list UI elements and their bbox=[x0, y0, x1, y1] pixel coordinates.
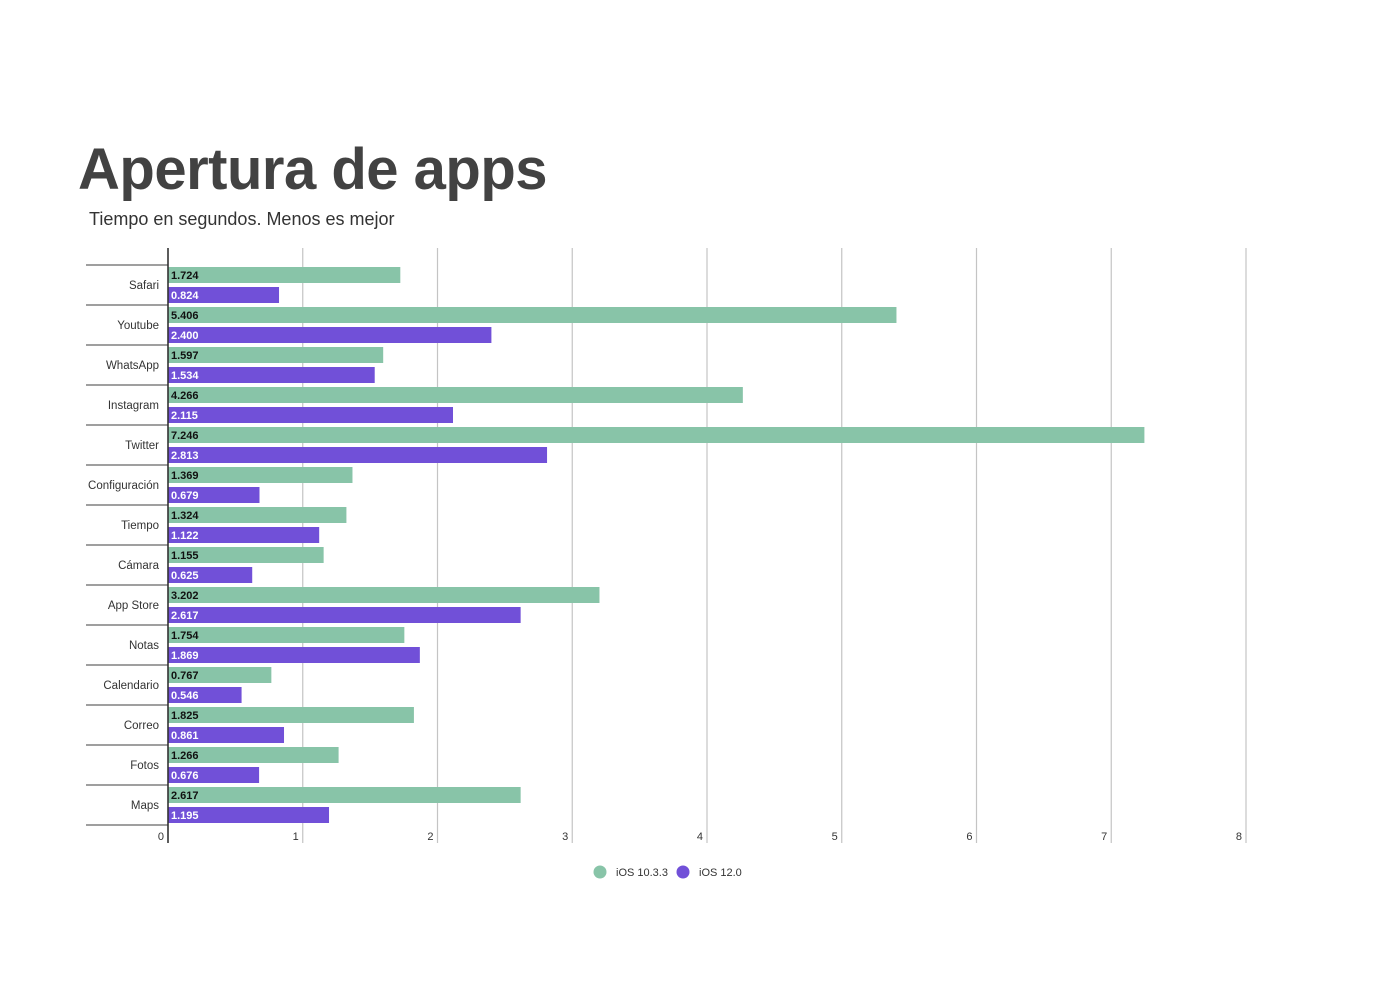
x-tick-label: 1 bbox=[293, 831, 299, 843]
bar-ios10 bbox=[168, 307, 897, 323]
x-tick-label: 3 bbox=[562, 831, 568, 843]
legend-label: iOS 10.3.3 bbox=[616, 867, 668, 879]
legend-marker bbox=[593, 865, 607, 879]
category-label: WhatsApp bbox=[106, 360, 159, 372]
bar-ios10 bbox=[168, 427, 1145, 443]
x-tick-label: 8 bbox=[1236, 831, 1242, 843]
data-label: 1.724 bbox=[171, 270, 199, 282]
data-label: 2.400 bbox=[171, 330, 199, 342]
legend-marker bbox=[676, 865, 690, 879]
data-label: 1.266 bbox=[171, 750, 199, 762]
category-label: Maps bbox=[131, 800, 159, 812]
category-label: Calendario bbox=[103, 680, 159, 692]
bar-ios10 bbox=[168, 747, 339, 763]
data-label: 5.406 bbox=[171, 310, 199, 322]
data-label: 0.625 bbox=[171, 570, 199, 582]
bar-ios10 bbox=[168, 787, 521, 803]
data-label: 1.122 bbox=[171, 530, 199, 542]
bar-ios10 bbox=[168, 587, 600, 603]
data-label: 2.617 bbox=[171, 610, 199, 622]
bar-ios10 bbox=[168, 347, 384, 363]
category-label: Correo bbox=[124, 720, 159, 732]
data-label: 1.369 bbox=[171, 470, 199, 482]
bar-ios10 bbox=[168, 627, 405, 643]
bar-ios12 bbox=[168, 807, 330, 823]
category-label: Safari bbox=[129, 280, 159, 292]
bar-ios10 bbox=[168, 387, 743, 403]
bar-ios12 bbox=[168, 767, 260, 783]
data-label: 1.324 bbox=[171, 510, 199, 522]
data-label: 2.617 bbox=[171, 790, 199, 802]
bar-ios12 bbox=[168, 447, 548, 463]
bar-ios12 bbox=[168, 647, 420, 663]
category-label: Configuración bbox=[88, 480, 159, 492]
category-label: Notas bbox=[129, 640, 159, 652]
data-label: 0.679 bbox=[171, 490, 199, 502]
bar-ios10 bbox=[168, 507, 347, 523]
data-label: 1.597 bbox=[171, 350, 199, 362]
data-label: 1.869 bbox=[171, 650, 199, 662]
chart-subtitle: Tiempo en segundos. Menos es mejor bbox=[89, 209, 395, 229]
bar-ios10 bbox=[168, 467, 353, 483]
category-label: Twitter bbox=[125, 440, 159, 452]
category-label: Tiempo bbox=[121, 520, 159, 532]
bar-ios12 bbox=[168, 727, 285, 743]
x-tick-label: 2 bbox=[427, 831, 433, 843]
x-tick-label: 0 bbox=[158, 831, 164, 843]
bar-ios12 bbox=[168, 367, 375, 383]
data-label: 3.202 bbox=[171, 590, 199, 602]
data-label: 4.266 bbox=[171, 390, 199, 402]
data-label: 7.246 bbox=[171, 430, 199, 442]
x-tick-label: 5 bbox=[832, 831, 838, 843]
bar-ios12 bbox=[168, 407, 453, 423]
bar-ios10 bbox=[168, 707, 414, 723]
bar-ios10 bbox=[168, 667, 272, 683]
legend-label: iOS 12.0 bbox=[699, 867, 742, 879]
bar-ios12 bbox=[168, 487, 260, 503]
category-label: Cámara bbox=[118, 560, 160, 572]
bar-ios10 bbox=[168, 547, 324, 563]
data-label: 0.861 bbox=[171, 730, 199, 742]
data-label: 1.155 bbox=[171, 550, 199, 562]
bar-ios12 bbox=[168, 687, 242, 703]
data-label: 1.754 bbox=[171, 630, 199, 642]
data-label: 1.825 bbox=[171, 710, 199, 722]
x-tick-label: 4 bbox=[697, 831, 703, 843]
bar-ios10 bbox=[168, 267, 401, 283]
x-tick-label: 6 bbox=[966, 831, 972, 843]
category-label: Fotos bbox=[130, 760, 159, 772]
data-label: 1.195 bbox=[171, 810, 199, 822]
data-label: 2.813 bbox=[171, 450, 199, 462]
data-label: 0.824 bbox=[171, 290, 199, 302]
chart-title: Apertura de apps bbox=[78, 137, 548, 202]
bar-ios12 bbox=[168, 527, 320, 543]
bar-ios12 bbox=[168, 287, 280, 303]
data-label: 1.534 bbox=[171, 370, 199, 382]
bar-ios12 bbox=[168, 327, 492, 343]
data-label: 0.767 bbox=[171, 670, 199, 682]
bar-ios12 bbox=[168, 607, 521, 623]
bar-ios12 bbox=[168, 567, 253, 583]
data-label: 0.676 bbox=[171, 770, 199, 782]
category-label: Youtube bbox=[117, 320, 159, 332]
data-label: 0.546 bbox=[171, 690, 199, 702]
category-label: App Store bbox=[108, 600, 159, 612]
category-label: Instagram bbox=[108, 400, 159, 412]
data-label: 2.115 bbox=[171, 410, 198, 422]
x-tick-label: 7 bbox=[1101, 831, 1107, 843]
